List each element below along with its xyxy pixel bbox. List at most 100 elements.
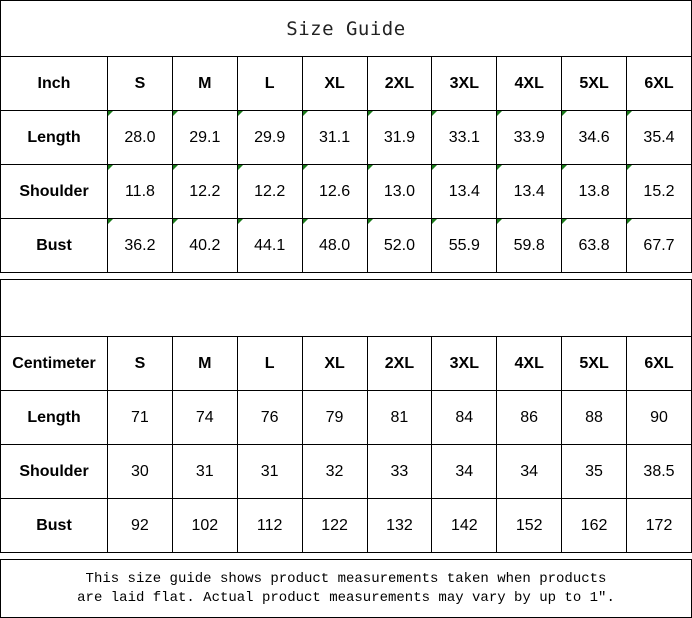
measurement-value: 33.9 <box>513 128 545 146</box>
measurement-label: Bust <box>0 218 108 273</box>
measurement-value: 79 <box>325 408 344 426</box>
measurement-value: 34 <box>520 462 539 480</box>
measurement-value: 15.2 <box>643 182 675 200</box>
measurement-value: 40.2 <box>189 236 221 254</box>
cell-marker-icon <box>627 111 632 116</box>
measurement-cell: 33 <box>366 444 433 499</box>
measurement-value: 162 <box>580 516 608 534</box>
measurement-label: Shoulder <box>0 444 108 499</box>
cell-marker-icon <box>302 219 308 224</box>
measurement-value: 30 <box>131 462 149 480</box>
measurement-value: 76 <box>260 408 279 426</box>
size-header: S <box>107 56 173 111</box>
measurement-value: 36.2 <box>124 236 156 254</box>
measurement-cell: 35.4 <box>626 110 692 165</box>
size-header: M <box>171 336 238 391</box>
cell-marker-icon <box>432 165 438 170</box>
header-row: Inch S M L XL 2XL 3XL 4XL 5XL 6XL <box>0 56 692 111</box>
size-header: S <box>107 336 173 391</box>
measurement-value: 142 <box>450 516 478 534</box>
measurement-cell: 36.2 <box>107 218 173 273</box>
measurement-value: 13.0 <box>383 182 415 200</box>
measurement-value: 12.2 <box>189 182 221 200</box>
measurement-cell: 86 <box>496 390 563 445</box>
measurement-label: Length <box>0 110 108 165</box>
measurement-cell: 172 <box>626 498 692 553</box>
size-header: 2XL <box>366 336 433 391</box>
measurement-value: 29.9 <box>254 128 286 146</box>
measurement-value: 32 <box>325 462 344 480</box>
measurement-value: 67.7 <box>643 236 675 254</box>
inch-size-table: Inch S M L XL 2XL 3XL 4XL 5XL 6XL Length 28.0 29.1 29… <box>0 56 692 273</box>
measurement-value: 84 <box>455 408 474 426</box>
measurement-cell: 11.8 <box>107 164 173 219</box>
measurement-cell: 31.9 <box>366 110 433 165</box>
measurement-value: 13.4 <box>513 182 545 200</box>
cell-marker-icon <box>367 219 373 224</box>
measurement-value: 35 <box>585 462 603 480</box>
measurement-cell: 40.2 <box>171 218 238 273</box>
cell-marker-icon <box>108 165 113 170</box>
footnote-line-1: This size guide shows product measuremen… <box>85 570 607 587</box>
measurement-cell: 34 <box>431 444 498 499</box>
measurement-value: 71 <box>131 408 149 426</box>
measurement-value: 33 <box>390 462 409 480</box>
size-header: 6XL <box>626 336 692 391</box>
cell-marker-icon <box>302 165 308 170</box>
measurement-cell: 48.0 <box>301 218 368 273</box>
measurement-cell: 74 <box>171 390 238 445</box>
measurement-cell: 102 <box>171 498 238 553</box>
measurement-value: 12.2 <box>254 182 286 200</box>
unit-header: Centimeter <box>0 336 108 391</box>
measurement-cell: 34 <box>496 444 563 499</box>
cell-marker-icon <box>497 165 503 170</box>
cell-marker-icon <box>237 165 243 170</box>
measurement-value: 31 <box>195 462 214 480</box>
measurement-value: 33.1 <box>448 128 480 146</box>
size-header: 4XL <box>496 336 563 391</box>
measurement-cell: 29.1 <box>171 110 238 165</box>
measurement-cell: 122 <box>301 498 368 553</box>
measurement-value: 13.4 <box>448 182 480 200</box>
measurement-value: 52.0 <box>383 236 415 254</box>
measurement-cell: 15.2 <box>626 164 692 219</box>
cell-marker-icon <box>562 219 568 224</box>
measurement-cell: 33.1 <box>431 110 498 165</box>
measurement-value: 88 <box>585 408 603 426</box>
measurement-cell: 31 <box>171 444 238 499</box>
size-header: 3XL <box>431 336 498 391</box>
measurement-cell: 90 <box>626 390 692 445</box>
size-header: 6XL <box>626 56 692 111</box>
measurement-value: 172 <box>645 516 673 534</box>
measurement-value: 34 <box>455 462 474 480</box>
size-guide-title: Size Guide <box>0 0 692 57</box>
measurement-cell: 79 <box>301 390 368 445</box>
measurement-value: 34.6 <box>578 128 610 146</box>
measurement-row: Shoulder 30 31 31 32 33 34 34 35 38.5 <box>0 444 692 499</box>
cell-marker-icon <box>562 165 568 170</box>
measurement-value: 63.8 <box>578 236 610 254</box>
measurement-cell: 13.0 <box>366 164 433 219</box>
size-guide-footnote: This size guide shows product measuremen… <box>0 559 692 618</box>
measurement-cell: 152 <box>496 498 563 553</box>
measurement-cell: 35 <box>561 444 627 499</box>
measurement-cell: 32 <box>301 444 368 499</box>
measurement-cell: 44.1 <box>236 218 303 273</box>
centimeter-size-table: Centimeter S M L XL 2XL 3XL 4XL 5XL 6XL Length 71 74… <box>0 336 692 553</box>
measurement-cell: 33.9 <box>496 110 563 165</box>
measurement-row: Length 28.0 29.1 29.9 31.1 31.9 33.1 33.9 34.6 35… <box>0 110 692 165</box>
cell-marker-icon <box>497 219 503 224</box>
measurement-cell: 28.0 <box>107 110 173 165</box>
measurement-cell: 71 <box>107 390 173 445</box>
measurement-value: 81 <box>390 408 409 426</box>
measurement-value: 152 <box>515 516 543 534</box>
measurement-cell: 29.9 <box>236 110 303 165</box>
cell-marker-icon <box>237 219 243 224</box>
measurement-cell: 31 <box>236 444 303 499</box>
measurement-cell: 30 <box>107 444 173 499</box>
measurement-value: 13.8 <box>578 182 610 200</box>
cell-marker-icon <box>627 165 632 170</box>
footnote-line-2: are laid flat. Actual product measuremen… <box>77 589 615 606</box>
measurement-cell: 76 <box>236 390 303 445</box>
